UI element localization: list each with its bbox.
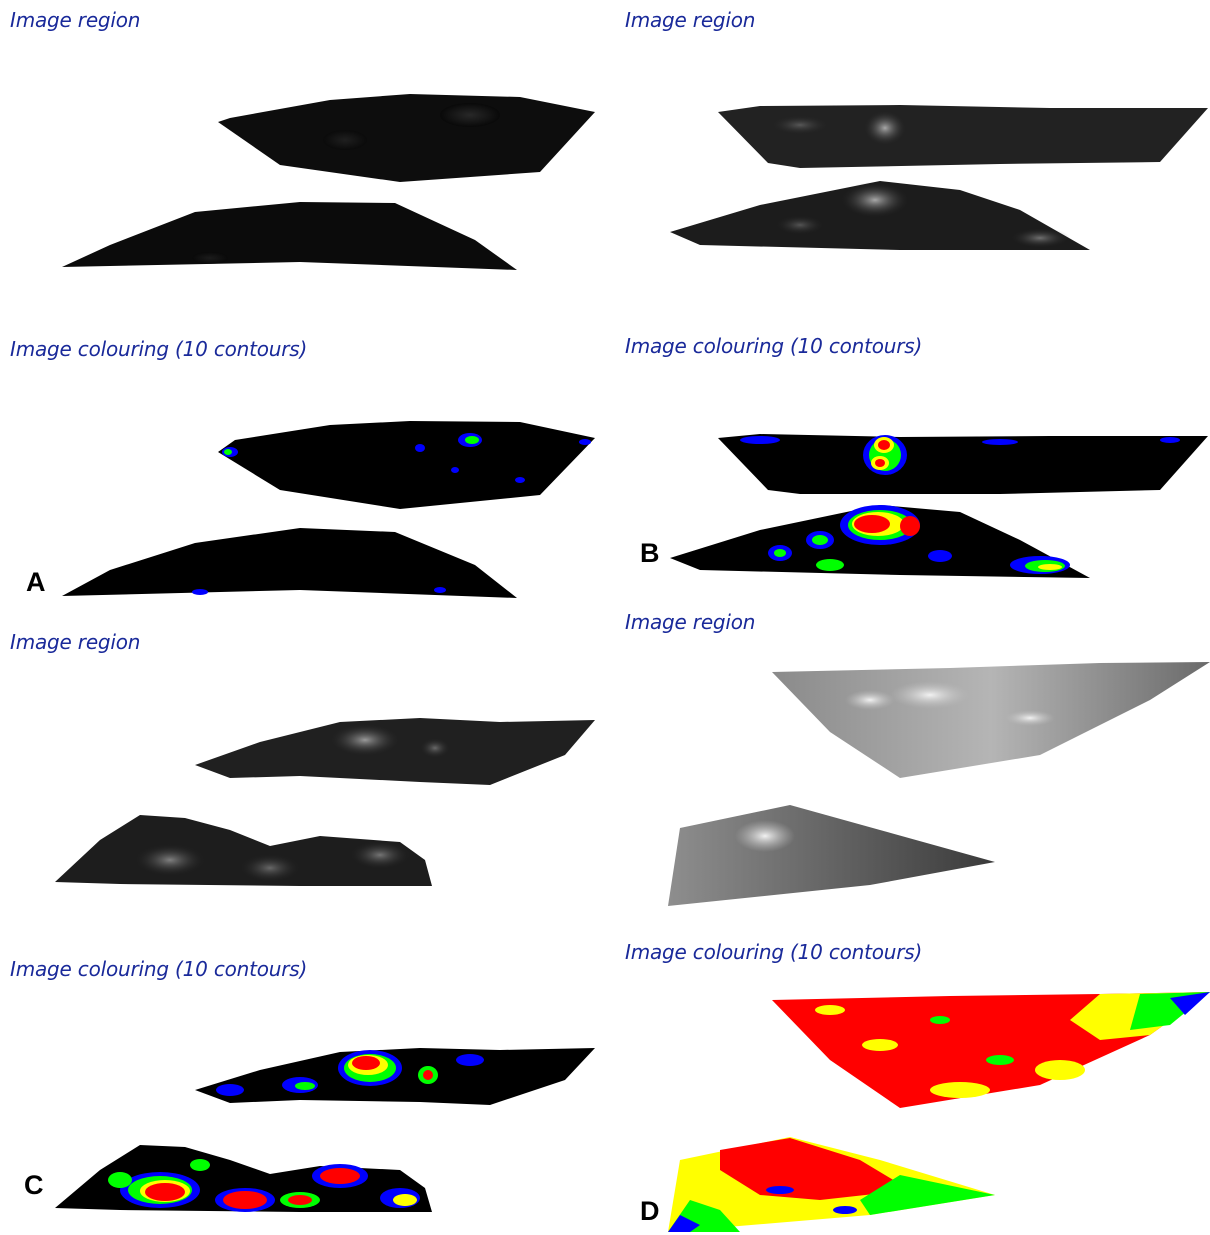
panel-label: D (640, 1196, 660, 1226)
colouring-caption: Image colouring (10 contours) (10, 957, 308, 981)
panel-label: C (24, 1170, 44, 1200)
region-caption: Image region (10, 630, 141, 654)
colouring-caption: Image colouring (10 contours) (625, 940, 923, 964)
grayscale-region-image (62, 94, 595, 270)
panel-label: B (640, 538, 660, 568)
grayscale-region-image (668, 662, 1210, 906)
contour-coloured-region-image (55, 1048, 595, 1212)
region-caption: Image region (10, 8, 141, 32)
panel-label: A (26, 567, 46, 597)
contour-coloured-region-image (670, 434, 1208, 578)
colouring-caption: Image colouring (10 contours) (10, 337, 308, 361)
region-caption: Image region (625, 8, 756, 32)
contour-coloured-region-image (62, 421, 595, 598)
colouring-caption: Image colouring (10 contours) (625, 334, 923, 358)
grayscale-region-image (55, 718, 595, 886)
region-caption: Image region (625, 610, 756, 634)
grayscale-region-image (670, 105, 1208, 250)
